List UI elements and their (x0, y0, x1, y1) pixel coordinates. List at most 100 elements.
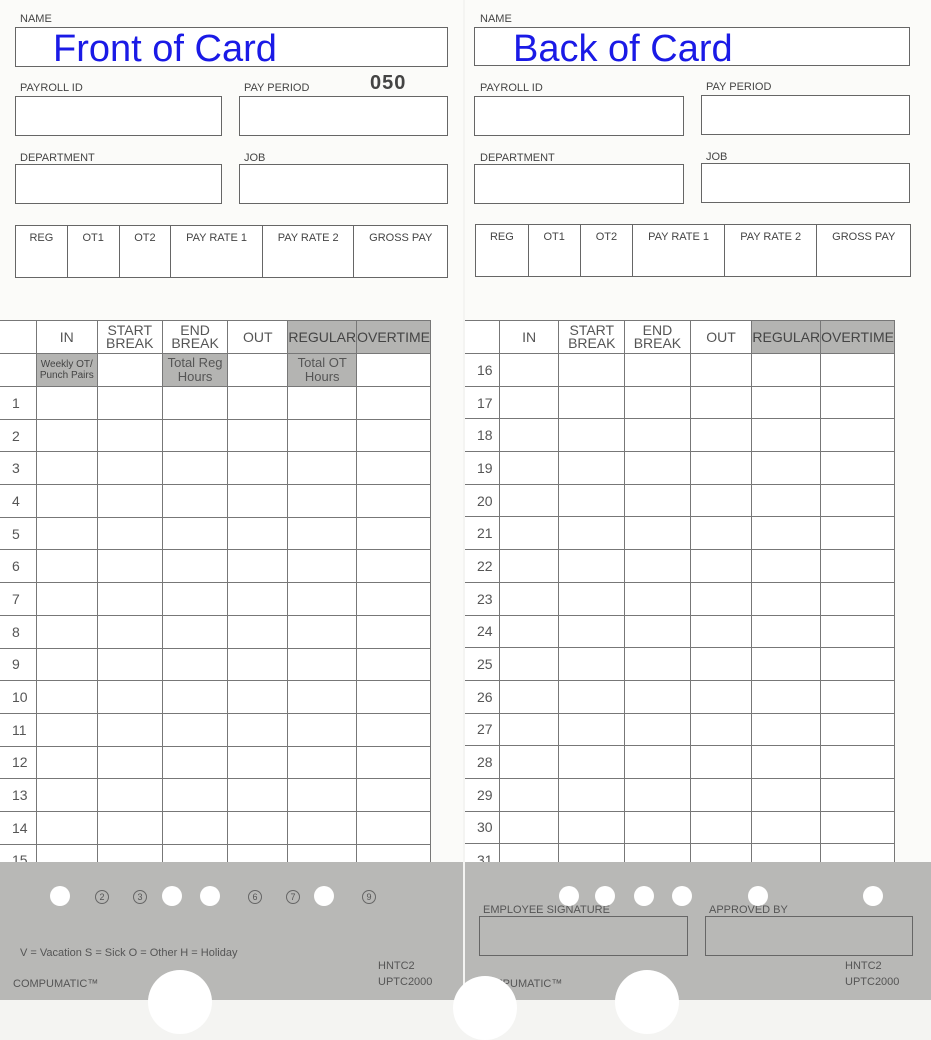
time-cell[interactable] (498, 353, 560, 387)
payroll-id-field[interactable] (15, 96, 222, 136)
time-cell[interactable] (558, 418, 626, 453)
time-cell[interactable] (287, 484, 358, 518)
time-cell[interactable] (161, 582, 229, 616)
time-cell[interactable] (498, 679, 560, 714)
time-cell[interactable] (751, 549, 822, 583)
time-cell[interactable] (820, 810, 895, 845)
time-cell[interactable] (227, 778, 289, 812)
time-cell[interactable] (689, 418, 753, 453)
time-cell[interactable] (689, 647, 753, 681)
time-cell[interactable] (624, 745, 691, 779)
time-cell[interactable] (820, 549, 895, 583)
time-cell[interactable] (820, 451, 895, 485)
time-cell[interactable] (161, 549, 229, 584)
time-cell[interactable] (35, 614, 98, 649)
time-cell[interactable] (356, 614, 431, 649)
time-cell[interactable] (558, 745, 626, 779)
time-cell[interactable] (35, 810, 98, 845)
time-cell[interactable] (356, 484, 431, 518)
job-field[interactable] (239, 164, 448, 204)
time-cell[interactable] (498, 614, 560, 649)
time-cell[interactable] (624, 516, 691, 551)
pay-column-reg[interactable]: REG (16, 226, 68, 277)
time-cell[interactable] (751, 353, 822, 387)
employee-signature-field[interactable] (479, 916, 688, 956)
time-cell[interactable] (96, 582, 163, 616)
time-cell[interactable] (161, 484, 229, 518)
time-cell[interactable] (287, 614, 358, 649)
time-cell[interactable] (356, 680, 431, 714)
time-cell[interactable] (558, 451, 626, 485)
time-cell[interactable] (689, 516, 753, 551)
pay-column-gross-pay[interactable]: GROSS PAY (369, 232, 433, 244)
time-cell[interactable] (689, 679, 753, 714)
time-cell[interactable] (751, 614, 822, 649)
department-field[interactable] (15, 164, 222, 204)
time-cell[interactable] (558, 483, 626, 518)
time-cell[interactable] (356, 647, 431, 682)
time-cell[interactable] (287, 516, 358, 551)
time-cell[interactable] (689, 581, 753, 616)
time-cell[interactable] (287, 418, 358, 453)
time-cell[interactable] (356, 778, 431, 812)
time-cell[interactable] (820, 647, 895, 681)
time-cell[interactable] (498, 777, 560, 812)
time-cell[interactable] (227, 451, 289, 486)
time-cell[interactable] (161, 451, 229, 486)
time-cell[interactable] (35, 386, 98, 420)
time-cell[interactable] (751, 516, 822, 551)
pay-period-field[interactable] (239, 96, 448, 136)
time-cell[interactable] (227, 810, 289, 845)
time-cell[interactable] (287, 680, 358, 714)
time-cell[interactable] (498, 712, 560, 747)
time-cell[interactable] (96, 549, 163, 584)
time-cell[interactable] (751, 451, 822, 485)
time-cell[interactable] (35, 582, 98, 616)
time-cell[interactable] (558, 679, 626, 714)
time-cell[interactable] (624, 777, 691, 812)
time-cell[interactable] (356, 810, 431, 845)
time-cell[interactable] (498, 647, 560, 681)
pay-column-gross-pay[interactable]: GROSS PAY (832, 231, 896, 243)
time-cell[interactable] (161, 516, 229, 551)
time-cell[interactable] (356, 582, 431, 616)
time-cell[interactable] (689, 810, 753, 845)
approved-by-field[interactable] (705, 916, 913, 956)
time-cell[interactable] (820, 712, 895, 747)
time-cell[interactable] (558, 712, 626, 747)
time-cell[interactable] (287, 810, 358, 845)
time-cell[interactable] (820, 483, 895, 518)
time-cell[interactable] (751, 418, 822, 453)
time-cell[interactable] (558, 385, 626, 420)
time-cell[interactable] (287, 451, 358, 486)
pay-period-field[interactable] (701, 95, 910, 135)
time-cell[interactable] (820, 614, 895, 649)
time-cell[interactable] (689, 353, 753, 387)
time-cell[interactable] (161, 712, 229, 747)
time-cell[interactable] (820, 353, 895, 387)
time-cell[interactable] (356, 451, 431, 486)
time-cell[interactable] (96, 712, 163, 747)
time-cell[interactable] (558, 353, 626, 387)
time-cell[interactable] (227, 647, 289, 682)
time-cell[interactable] (689, 712, 753, 747)
time-cell[interactable] (624, 418, 691, 453)
payroll-id-field[interactable] (474, 96, 684, 136)
time-cell[interactable] (751, 385, 822, 420)
time-cell[interactable] (161, 647, 229, 682)
time-cell[interactable] (96, 418, 163, 453)
time-cell[interactable] (558, 810, 626, 845)
time-cell[interactable] (689, 451, 753, 485)
name-field[interactable] (474, 27, 910, 66)
time-cell[interactable] (35, 549, 98, 584)
time-cell[interactable] (287, 549, 358, 584)
time-cell[interactable] (161, 680, 229, 714)
time-cell[interactable] (751, 483, 822, 518)
time-cell[interactable] (356, 418, 431, 453)
time-cell[interactable] (161, 810, 229, 845)
time-cell[interactable] (498, 516, 560, 551)
time-cell[interactable] (35, 647, 98, 682)
pay-column-ot2[interactable]: OT2 (120, 226, 172, 277)
time-cell[interactable] (35, 778, 98, 812)
time-cell[interactable] (558, 614, 626, 649)
